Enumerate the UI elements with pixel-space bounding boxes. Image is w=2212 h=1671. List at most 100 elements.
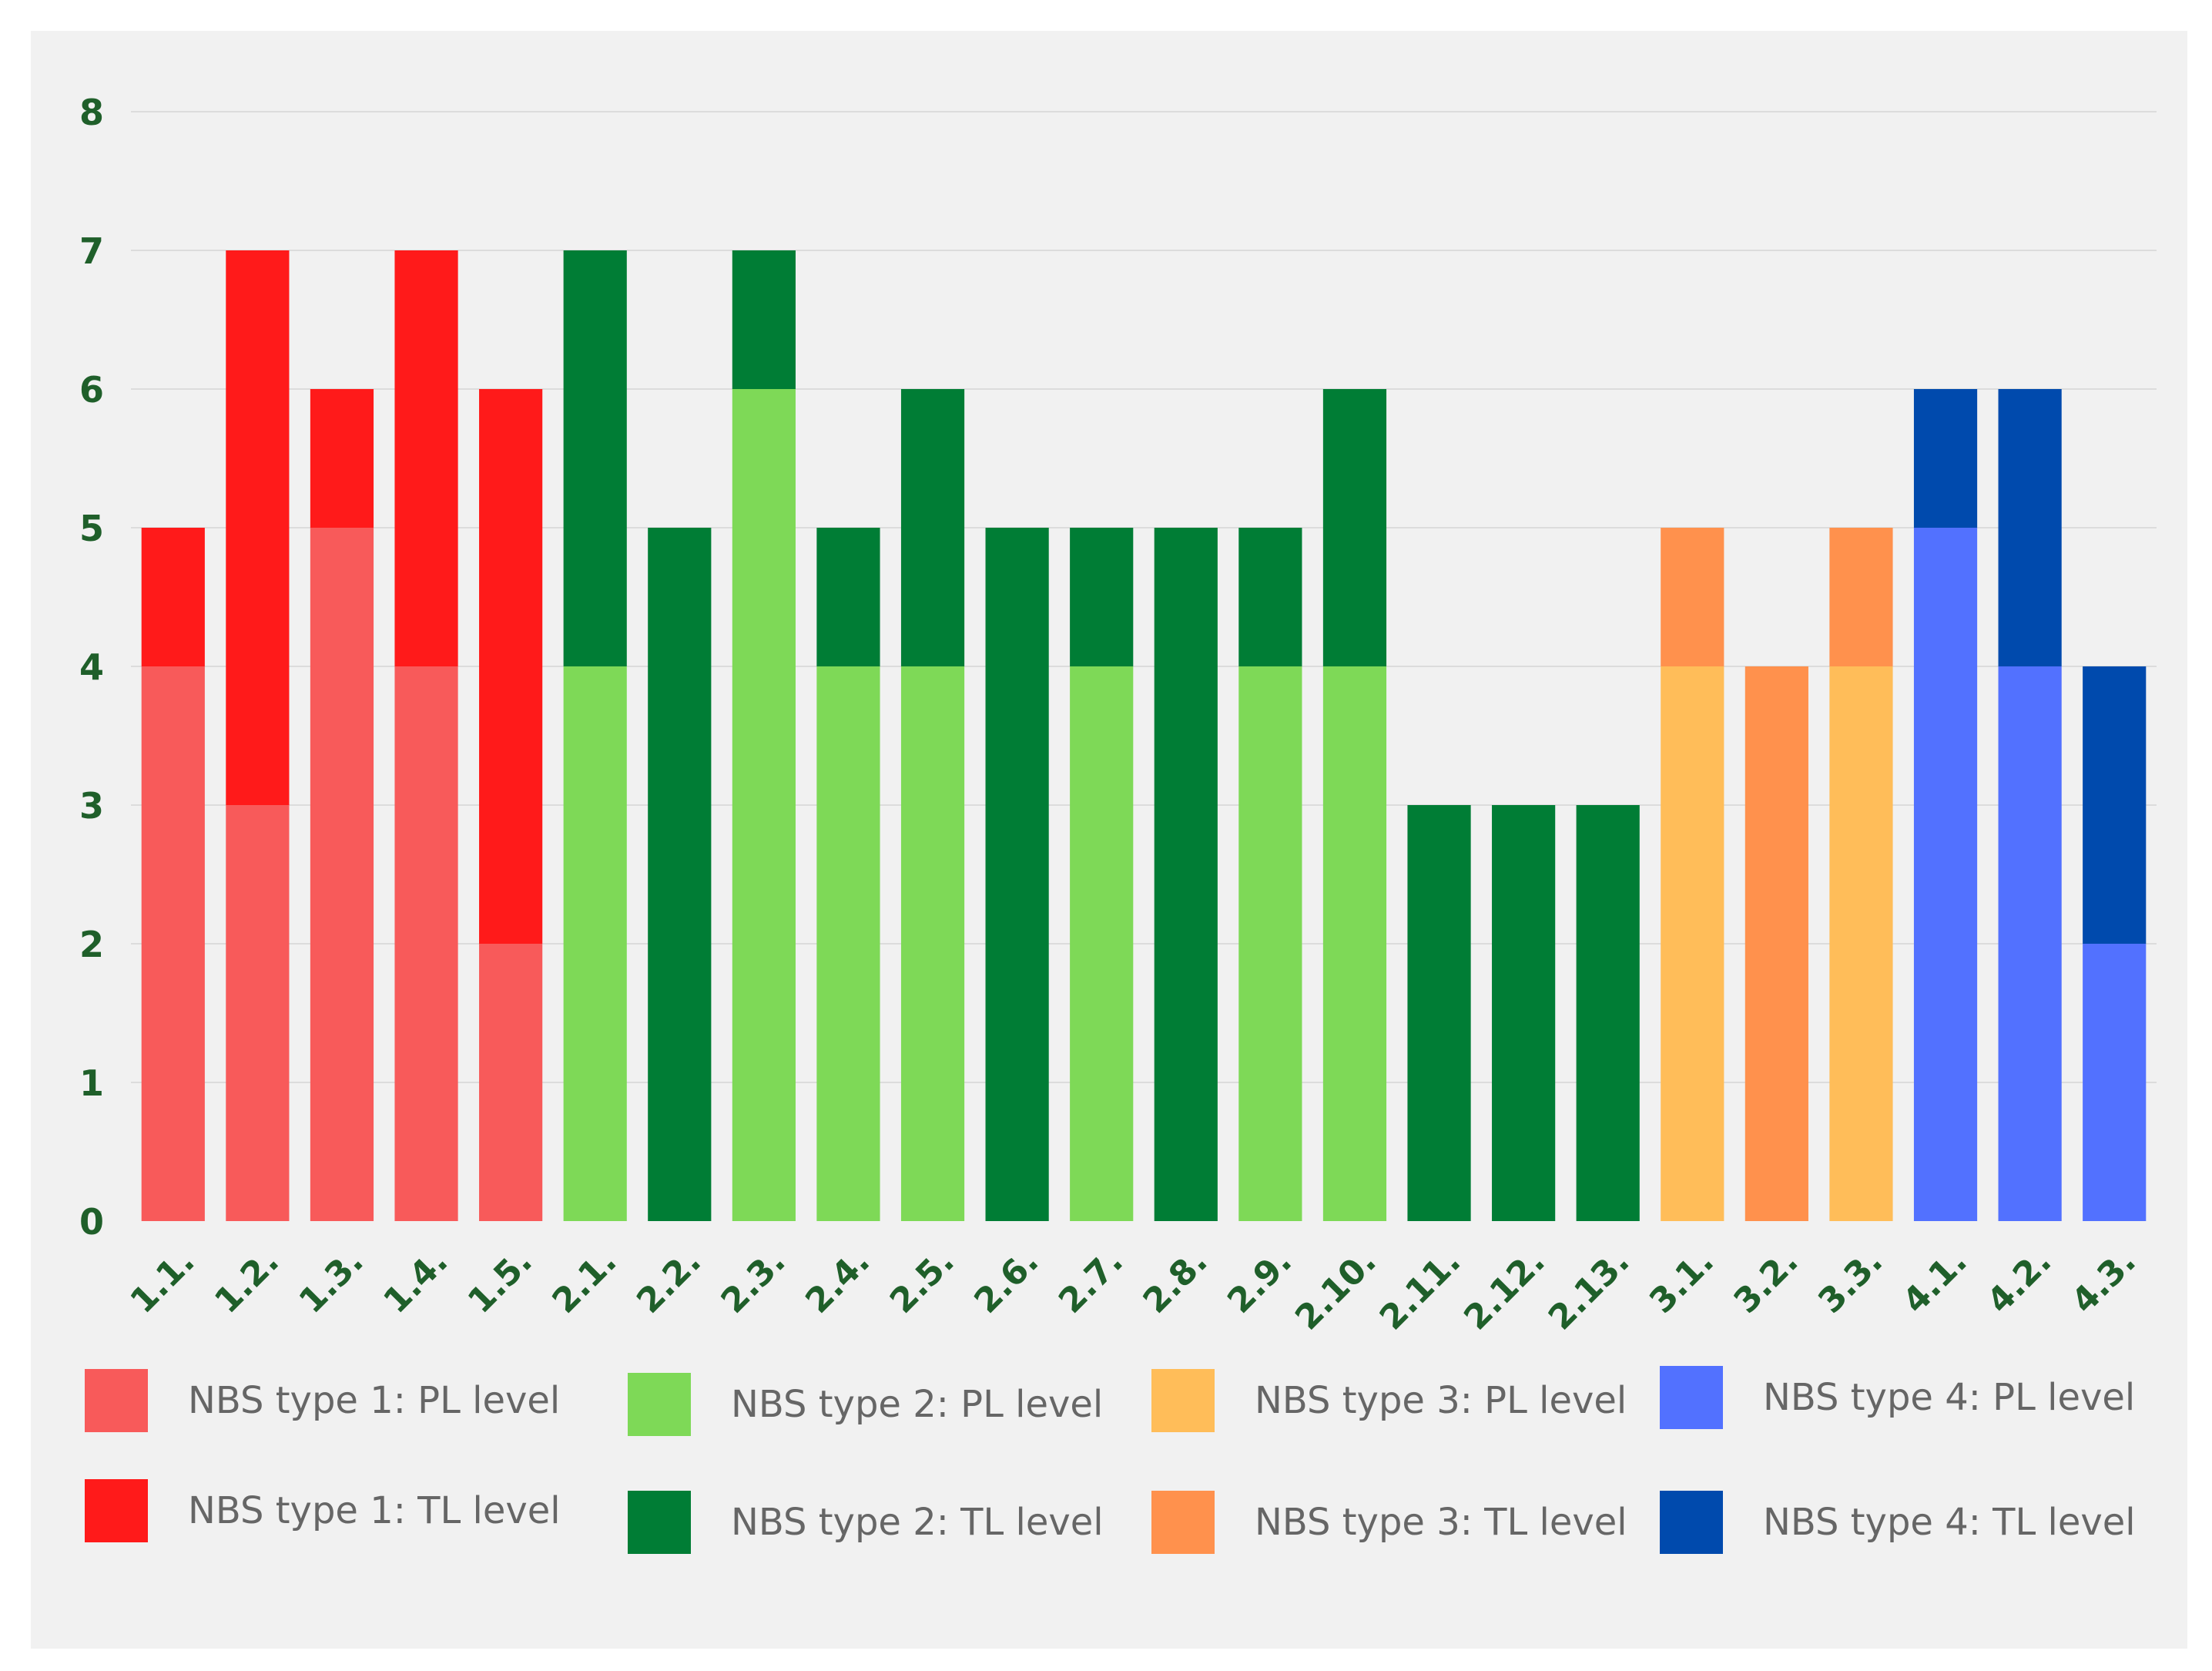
bar-2-4-series-3 [816, 666, 880, 1221]
y-tick-label-3: 3 [79, 785, 104, 827]
bar-2-9-series-3 [1238, 666, 1302, 1221]
x-tick-label: 2.7. [1051, 1242, 1131, 1321]
bar-3-3-series-6 [1829, 528, 1893, 666]
bar-2-7-series-4 [1070, 528, 1134, 666]
x-tick-label: 3.3. [1811, 1242, 1890, 1321]
bar-2-8-series-4 [1154, 528, 1218, 1221]
x-tick-label: 1.5. [461, 1242, 540, 1321]
x-tick-label: 2.12. [1456, 1242, 1553, 1338]
x-tick-label: 1.1. [123, 1242, 203, 1321]
legend-label-type4-tl: NBS type 4: TL level [1763, 1501, 2136, 1544]
legend-label-type2-pl: NBS type 2: PL level [731, 1383, 1104, 1426]
bar-2-3-series-4 [732, 250, 796, 389]
bars [141, 250, 2147, 1221]
legend-label-type1-pl: NBS type 1: PL level [188, 1379, 561, 1422]
bar-1-1-series-2 [141, 528, 205, 666]
bar-1-4-series-1 [394, 666, 458, 1221]
bar-3-1-series-5 [1661, 666, 1724, 1221]
bar-2-5-series-3 [900, 666, 965, 1221]
bar-2-5-series-4 [900, 389, 965, 666]
y-tick-label-7: 7 [79, 230, 104, 272]
legend-swatch-type1-tl [85, 1479, 148, 1542]
bar-2-6-series-4 [985, 528, 1049, 1221]
bar-1-3-series-1 [310, 528, 374, 1221]
y-tick-label-0: 0 [79, 1201, 104, 1243]
bar-1-1-series-1 [141, 666, 205, 1221]
y-tick-label-6: 6 [79, 369, 104, 411]
bar-4-2-series-8 [1998, 389, 2062, 666]
bar-2-9-series-4 [1238, 528, 1302, 666]
x-tick-label: 2.5. [883, 1242, 962, 1321]
legend-label-type4-pl: NBS type 4: PL level [1763, 1376, 2136, 1419]
bar-3-1-series-6 [1661, 528, 1724, 666]
legend-item-type3-pl: NBS type 3: PL level [1151, 1369, 1627, 1432]
x-axis-ticks: 1.1. 1.2. 1.3. 1.4. 1.5. 2.1. 2.2. 2.3. 2.4. 2.5.… [123, 1242, 2143, 1338]
legend-item-type3-tl: NBS type 3: TL level [1151, 1491, 1627, 1554]
bar-2-1-series-4 [563, 250, 627, 666]
x-tick-label: 4.1. [1895, 1242, 1975, 1321]
bar-2-1-series-3 [563, 666, 627, 1221]
legend-swatch-type3-tl [1151, 1491, 1215, 1554]
legend-swatch-type2-pl [628, 1373, 691, 1436]
legend-label-type1-tl: NBS type 1: TL level [188, 1489, 561, 1532]
y-tick-label-4: 4 [79, 646, 104, 688]
x-tick-label: 3.1. [1642, 1242, 1721, 1321]
bar-2-12-series-4 [1492, 805, 1556, 1221]
x-tick-label: 1.2. [207, 1242, 287, 1321]
legend-item-type4-pl: NBS type 4: PL level [1660, 1366, 2135, 1429]
bar-4-1-series-7 [1913, 528, 1978, 1221]
legend-label-type3-tl: NBS type 3: TL level [1255, 1501, 1627, 1544]
bar-1-2-series-1 [226, 805, 290, 1221]
legend-label-type3-pl: NBS type 3: PL level [1255, 1379, 1627, 1422]
legend-swatch-type4-pl [1660, 1366, 1723, 1429]
legend-item-type4-tl: NBS type 4: TL level [1660, 1491, 2136, 1554]
legend-swatch-type1-pl [85, 1369, 148, 1432]
bar-1-5-series-1 [479, 944, 543, 1221]
x-tick-label: 2.11. [1372, 1242, 1469, 1338]
x-tick-label: 2.10. [1288, 1242, 1384, 1338]
bar-2-4-series-4 [816, 528, 880, 666]
bar-1-4-series-2 [394, 250, 458, 666]
bar-1-3-series-2 [310, 389, 374, 528]
bar-2-3-series-3 [732, 389, 796, 1221]
x-tick-label: 4.3. [2064, 1242, 2143, 1321]
bar-4-2-series-7 [1998, 666, 2062, 1221]
y-tick-label-8: 8 [79, 92, 104, 133]
legend-label-type2-tl: NBS type 2: TL level [731, 1501, 1104, 1544]
y-tick-label-5: 5 [79, 508, 104, 549]
legend-swatch-type3-pl [1151, 1369, 1215, 1432]
x-tick-label: 2.3. [714, 1242, 793, 1321]
bar-3-2-series-6 [1744, 666, 1808, 1221]
bar-2-2-series-4 [648, 528, 712, 1221]
bar-1-2-series-2 [226, 250, 290, 805]
bar-3-3-series-5 [1829, 666, 1893, 1221]
x-tick-label: 2.2. [629, 1242, 709, 1321]
bar-4-1-series-8 [1913, 389, 1978, 528]
bar-1-5-series-2 [479, 389, 543, 944]
y-tick-label-1: 1 [79, 1062, 104, 1104]
bar-2-13-series-4 [1576, 805, 1640, 1221]
y-axis-ticks: 0 1 2 3 4 5 6 7 8 [79, 92, 104, 1243]
grid-lines [131, 111, 2157, 1083]
x-tick-label: 1.4. [376, 1242, 455, 1321]
x-tick-label: 2.13. [1541, 1242, 1637, 1338]
bar-4-3-series-8 [2083, 666, 2147, 944]
legend-item-type1-tl: NBS type 1: TL level [85, 1479, 561, 1542]
x-tick-label: 2.9. [1220, 1242, 1299, 1321]
bar-2-11-series-4 [1407, 805, 1471, 1221]
bar-2-10-series-4 [1322, 389, 1387, 666]
x-tick-label: 3.2. [1727, 1242, 1806, 1321]
legend-item-type2-tl: NBS type 2: TL level [628, 1491, 1104, 1554]
x-tick-label: 2.8. [1136, 1242, 1215, 1321]
x-tick-label: 2.1. [545, 1242, 624, 1321]
x-tick-label: 2.6. [967, 1242, 1046, 1321]
bar-2-7-series-3 [1070, 666, 1134, 1221]
x-tick-label: 4.2. [1979, 1242, 2059, 1321]
x-tick-label: 1.3. [292, 1242, 371, 1321]
legend-swatch-type4-tl [1660, 1491, 1723, 1554]
x-tick-label: 2.4. [798, 1242, 877, 1321]
bar-2-10-series-3 [1322, 666, 1387, 1221]
y-tick-label-2: 2 [79, 924, 104, 965]
